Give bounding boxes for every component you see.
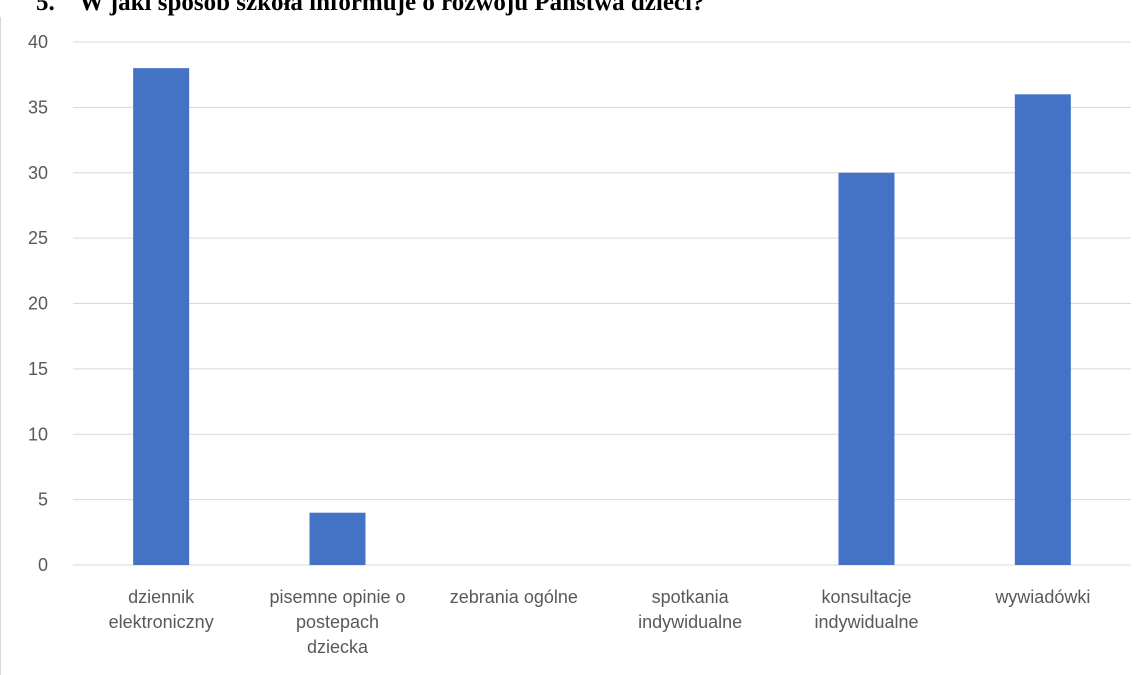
x-category-label: zebrania ogólne [450,587,578,607]
y-axis-tick-labels: 0 5 10 15 20 25 30 35 40 [28,32,48,575]
x-category-label: wywiadówki [994,587,1090,607]
chart-heading: 5. W jaki sposób szkoła informuje o rozw… [0,0,1144,17]
x-category-label-line: elektroniczny [109,612,214,632]
x-category-label-line: spotkania [652,587,730,607]
y-tick-label: 5 [38,490,48,510]
bar [133,68,190,566]
bar [1014,94,1071,566]
heading-text: W jaki sposób szkoła informuje o rozwoju… [79,0,705,16]
x-category-label-line: konsultacje [821,587,911,607]
chart-frame: 0 5 10 15 20 25 30 35 40 dziennik elektroniczny pi… [0,17,1144,675]
x-category-label-line: dziennik [128,587,195,607]
bar [838,172,895,565]
x-category-label-line: dziecka [307,637,369,657]
y-tick-label: 35 [28,97,48,117]
y-tick-label: 25 [28,228,48,248]
y-tick-label: 20 [28,294,48,314]
bars [133,68,1071,566]
bar [309,512,366,565]
x-axis-category-labels: dziennik elektroniczny pisemne opinie o pos… [109,587,1091,657]
x-category-label: dziennik elektroniczny [109,587,214,632]
x-category-label-line: pisemne opinie o [269,587,405,607]
x-category-label-line: postepach [296,612,379,632]
x-category-label-line: zebrania ogólne [450,587,578,607]
x-category-label-line: indywidualne [814,612,918,632]
x-category-label-line: indywidualne [638,612,742,632]
y-tick-label: 15 [28,359,48,379]
y-tick-label: 0 [38,555,48,575]
y-tick-label: 30 [28,163,48,183]
x-category-label-line: wywiadówki [994,587,1090,607]
x-category-label: pisemne opinie o postepach dziecka [269,587,405,657]
gridlines [73,41,1131,566]
heading-number: 5. [36,0,55,16]
y-tick-label: 40 [28,32,48,52]
x-category-label: konsultacje indywidualne [814,587,918,632]
bar-chart: 0 5 10 15 20 25 30 35 40 dziennik elektroniczny pi… [28,32,1131,657]
y-tick-label: 10 [28,424,48,444]
x-category-label: spotkania indywidualne [638,587,742,632]
